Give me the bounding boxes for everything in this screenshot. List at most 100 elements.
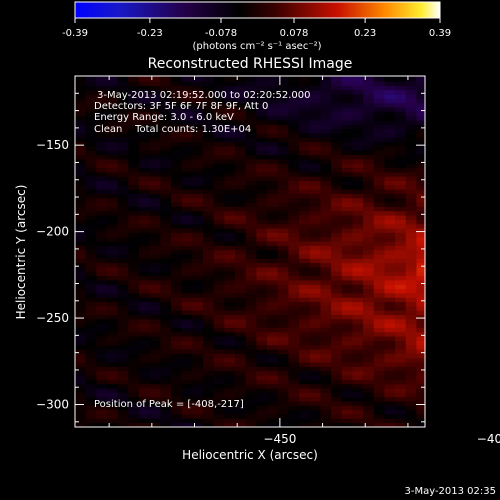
heatmap-cell <box>277 180 289 186</box>
heatmap-cell <box>363 267 375 272</box>
heatmap-cell <box>128 241 140 246</box>
heatmap-cell <box>363 353 375 359</box>
heatmap-cell <box>341 267 353 272</box>
heatmap-cell <box>352 318 364 324</box>
heatmap-cell <box>75 81 87 86</box>
heatmap-cell <box>96 215 108 220</box>
heatmap-cell <box>213 336 225 341</box>
heatmap-cell <box>245 379 257 385</box>
heatmap-cell <box>384 163 396 169</box>
heatmap-cell <box>203 115 215 121</box>
heatmap-cell <box>75 267 87 272</box>
heatmap-cell <box>85 292 97 298</box>
heatmap-cell <box>203 215 215 220</box>
heatmap-cell <box>352 241 364 246</box>
heatmap-cell <box>309 375 321 380</box>
heatmap-cell <box>395 379 407 385</box>
heatmap-cell <box>416 189 425 194</box>
heatmap-cell <box>277 206 289 212</box>
heatmap-cell <box>224 249 236 255</box>
heatmap-cell <box>245 107 257 112</box>
heatmap-cell <box>288 197 300 203</box>
heatmap-cell <box>352 357 364 363</box>
heatmap-cell <box>384 414 396 419</box>
heatmap-cell <box>288 137 300 143</box>
heatmap-cell <box>416 405 425 411</box>
heatmap-cell <box>235 128 247 134</box>
heatmap-cell <box>331 98 343 104</box>
heatmap-cell <box>405 323 417 328</box>
heatmap-cell <box>331 176 343 182</box>
heatmap-cell <box>85 197 97 203</box>
heatmap-cell <box>181 197 193 203</box>
heatmap-cell <box>331 146 343 151</box>
heatmap-cell <box>256 89 268 95</box>
heatmap-cell <box>235 189 247 194</box>
heatmap-cell <box>235 405 247 411</box>
heatmap-cell <box>117 128 129 134</box>
heatmap-cell <box>181 189 193 194</box>
heatmap-cell <box>107 280 119 285</box>
heatmap-cell <box>181 288 193 294</box>
heatmap-cell <box>181 102 193 108</box>
heatmap-cell <box>85 167 97 173</box>
heatmap-cell <box>75 210 87 216</box>
heatmap-cell <box>107 323 119 328</box>
heatmap-cell <box>203 370 215 376</box>
heatmap-cell <box>363 318 375 324</box>
heatmap-cell <box>299 81 311 86</box>
heatmap-cell <box>224 318 236 324</box>
heatmap-cell <box>85 150 97 156</box>
heatmap-cell <box>341 184 353 190</box>
heatmap-cell <box>75 366 87 372</box>
heatmap-cell <box>160 206 172 212</box>
heatmap-cell <box>235 318 247 324</box>
heatmap-cell <box>352 202 364 207</box>
heatmap-cell <box>331 107 343 112</box>
heatmap-cell <box>363 314 375 320</box>
heatmap-cell <box>416 167 425 173</box>
heatmap-cell <box>320 414 332 419</box>
heatmap-cell <box>267 210 279 216</box>
heatmap-cell <box>320 210 332 216</box>
heatmap-cell <box>213 158 225 164</box>
heatmap-cell <box>235 258 247 264</box>
heatmap-cell <box>192 340 204 346</box>
heatmap-cell <box>96 388 108 393</box>
heatmap-cell <box>96 271 108 277</box>
heatmap-cell <box>277 76 289 78</box>
heatmap-cell <box>267 362 279 367</box>
heatmap-cell <box>267 111 279 117</box>
heatmap-cell <box>107 370 119 376</box>
heatmap-cell <box>171 275 183 281</box>
heatmap-cell <box>171 128 183 134</box>
heatmap-cell <box>171 76 183 78</box>
heatmap-cell <box>288 249 300 255</box>
heatmap-cell <box>192 197 204 203</box>
heatmap-cell <box>373 301 385 307</box>
heatmap-cell <box>85 98 97 104</box>
heatmap-cell <box>171 241 183 246</box>
heatmap-cell <box>320 405 332 411</box>
heatmap-cell <box>235 102 247 108</box>
heatmap-cell <box>85 396 97 402</box>
heatmap-cell <box>149 375 161 380</box>
heatmap-cell <box>192 245 204 251</box>
heatmap-cell <box>171 271 183 277</box>
heatmap-cell <box>224 223 236 229</box>
heatmap-cell <box>235 94 247 99</box>
heatmap-cell <box>224 76 236 82</box>
heatmap-cell <box>149 379 161 385</box>
heatmap-cell <box>405 120 417 125</box>
heatmap-cell <box>363 206 375 212</box>
heatmap-cell <box>405 197 417 203</box>
chart-title: Reconstructed RHESSI Image <box>148 56 353 72</box>
heatmap-cell <box>341 76 353 82</box>
heatmap-cell <box>117 349 129 354</box>
heatmap-cell <box>139 197 151 203</box>
heatmap-cell <box>224 258 236 264</box>
heatmap-cell <box>75 184 87 190</box>
heatmap-cell <box>416 375 425 380</box>
heatmap-cell <box>171 102 183 108</box>
heatmap-cell <box>331 115 343 121</box>
